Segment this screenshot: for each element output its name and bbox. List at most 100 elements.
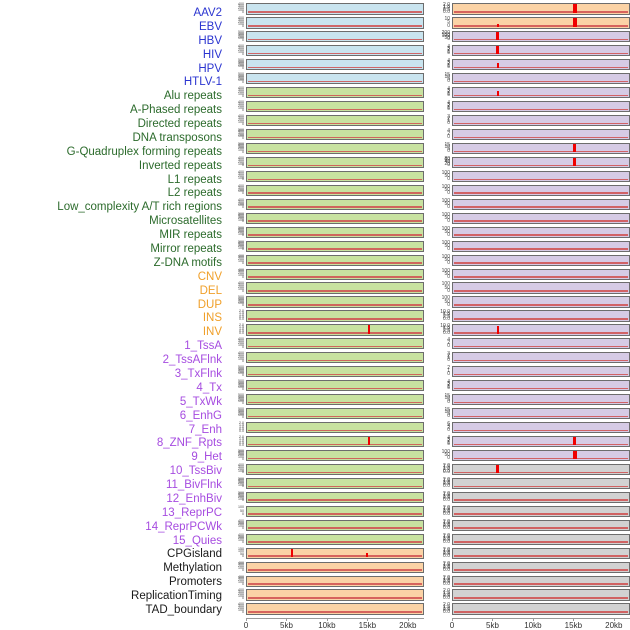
track-left-19 [246,268,424,280]
y-tick: 1.5 [443,464,450,471]
track-box [246,170,424,182]
y-tick-labels: 500 400 300 200 100 0 [230,449,244,461]
y-tick: 500 [238,141,244,146]
track-right-17 [452,240,630,252]
y-tick: 2.5 [443,327,450,334]
track-box [452,268,630,280]
y-tick: 0 [242,386,244,391]
y-tick: 200 [238,187,244,192]
track-baseline [248,122,422,125]
x-tick-label: 15kb [358,621,377,630]
track-box [452,352,630,364]
y-tick: 150 [238,546,244,551]
y-tick: 0.5 [443,593,450,600]
y-tick: 200 [238,411,244,416]
track-right-20 [452,282,630,294]
track-label-inv: INV [202,326,222,339]
track-baseline [454,178,628,180]
y-tick: 2.0 [443,2,450,9]
y-tick: 300 [238,214,244,219]
y-tick: 1.5 [443,478,450,485]
track-box [452,296,630,308]
track-baseline [454,220,628,222]
track-baseline [454,541,628,543]
track-right-9 [452,128,630,141]
track-left-4 [246,59,424,71]
y-tick: 0.0 [239,316,244,321]
y-tick: 500 [238,225,244,230]
track-right-30 [452,422,630,434]
y-tick: 100 [238,504,244,509]
track-left-29 [246,408,424,420]
track-baseline [454,108,628,111]
y-tick: 300 [238,18,244,23]
track-box [452,477,630,489]
track-right-37 [452,519,630,531]
y-tick-labels: 400 300 200 100 0 [230,45,244,56]
track-baseline [248,262,422,264]
track-right-18 [452,254,630,266]
y-tick: 10 [444,395,450,402]
track-left-36 [246,505,424,517]
y-tick: 1 [447,118,450,125]
track-right-43 [452,603,630,615]
track-left-33 [246,463,424,476]
y-tick: 50 [444,214,450,221]
y-tick: 500 [238,72,244,77]
track-left-38 [246,533,424,545]
y-tick: 100 [238,119,244,124]
y-tick: 1.5 [443,603,450,610]
y-tick: 1.5 [443,492,450,499]
y-tick: 0 [447,148,450,155]
x-tick-mark [246,618,247,621]
y-tick: 0.5 [443,537,450,544]
track-right-32 [452,449,630,462]
y-tick: 400 [238,227,244,232]
y-tick: 100 [238,399,244,404]
y-tick: 0 [242,65,244,70]
y-tick: 500 [238,211,244,216]
y-tick: 100 [238,203,244,208]
x-tick-mark [452,618,453,621]
y-tick: 4 [447,423,450,430]
track-box [452,101,630,113]
track-baseline [454,359,628,362]
track-baseline [248,52,422,55]
track-box [452,463,630,476]
track-baseline [454,94,628,97]
track-right-29 [452,408,630,420]
track-label-14-reprpcwk: 14_ReprPCWk [145,520,222,533]
y-tick: 1.0 [239,438,244,443]
track-baseline [454,25,628,27]
data-bar [367,436,370,446]
y-tick: 100 [238,147,244,152]
y-tick: 6 [447,421,450,428]
x-tick-label: 0 [449,621,455,630]
track-left-10 [246,142,424,155]
data-bar [572,4,577,13]
y-tick: 10.0 [440,309,450,316]
y-tick-labels: 400 300 200 100 0 [230,170,244,182]
track-label-1-tssa: 1_TssA [184,340,222,353]
y-tick: 400 [238,281,244,286]
track-baseline [454,499,628,501]
y-tick: 0.5 [239,315,244,320]
track-right-14 [452,198,630,210]
y-tick: 300 [238,590,244,595]
y-tick: 100 [238,301,244,306]
track-left-43 [246,603,424,615]
y-tick: 200 [238,34,244,39]
track-baseline [248,234,422,236]
y-tick-labels: 15 10 5 0 [436,408,450,419]
track-box [452,561,630,573]
track-box [246,184,424,196]
y-tick-labels: 2.0 1.5 1.0 0.5 0.0 [436,477,450,489]
y-tick-labels: 500 400 300 200 100 0 [230,491,244,503]
track-right-34 [452,477,630,489]
track-right-13 [452,184,630,196]
track-right-23 [452,324,630,336]
y-tick: 0 [242,498,244,503]
y-tick: 10 [444,409,450,416]
x-tick-label: 10kb [318,621,336,630]
